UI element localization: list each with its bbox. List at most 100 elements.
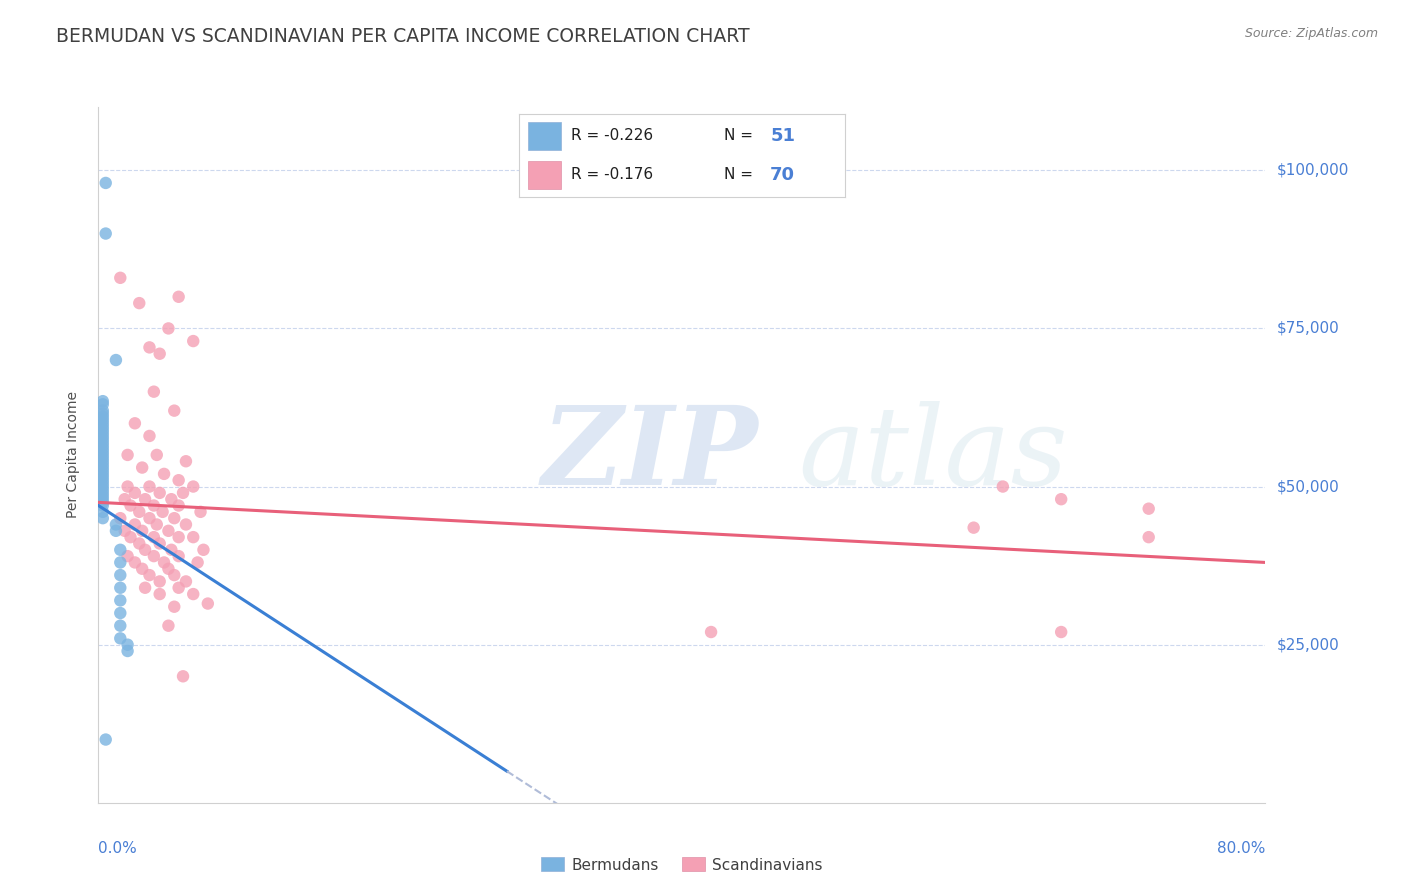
Point: [197, 597, 219, 611]
Point: [120, 499, 142, 513]
Point: [91, 432, 114, 446]
Point: [91, 444, 114, 458]
Point: [131, 562, 153, 576]
Point: [91, 451, 114, 466]
Y-axis label: Per Capita Income: Per Capita Income: [66, 392, 80, 518]
Point: [124, 486, 146, 500]
Point: [962, 521, 984, 535]
Point: [114, 524, 136, 538]
Point: [174, 517, 197, 532]
Point: [149, 486, 172, 500]
Point: [138, 479, 160, 493]
Text: $25,000: $25,000: [1277, 637, 1340, 652]
Point: [160, 542, 183, 557]
Point: [94, 732, 117, 747]
Point: [172, 669, 194, 683]
Point: [142, 530, 165, 544]
Point: [110, 618, 132, 632]
Point: [167, 290, 190, 304]
Point: [134, 542, 156, 557]
Point: [157, 562, 180, 576]
Point: [131, 460, 153, 475]
Point: [91, 448, 114, 462]
Point: [128, 536, 150, 550]
Point: [1050, 625, 1073, 640]
Text: 0.0%: 0.0%: [98, 841, 138, 856]
Point: [124, 556, 146, 570]
Point: [91, 458, 114, 472]
Point: [134, 581, 156, 595]
Point: [142, 384, 165, 399]
Point: [91, 473, 114, 487]
Point: [91, 492, 114, 507]
Point: [167, 530, 190, 544]
Point: [91, 417, 114, 431]
Point: [120, 530, 142, 544]
Point: [104, 524, 127, 538]
Point: [110, 606, 132, 620]
Point: [152, 505, 174, 519]
Point: [174, 454, 197, 468]
Point: [91, 486, 114, 500]
Text: $100,000: $100,000: [1277, 163, 1348, 178]
Point: [124, 417, 146, 431]
Point: [91, 429, 114, 443]
Point: [157, 618, 180, 632]
Point: [138, 429, 160, 443]
Point: [91, 438, 114, 452]
Point: [110, 632, 132, 646]
Point: [187, 556, 209, 570]
Point: [91, 409, 114, 424]
Point: [91, 454, 114, 468]
Text: BERMUDAN VS SCANDINAVIAN PER CAPITA INCOME CORRELATION CHART: BERMUDAN VS SCANDINAVIAN PER CAPITA INCO…: [56, 27, 749, 45]
Point: [163, 511, 186, 525]
Point: [167, 549, 190, 563]
Text: $75,000: $75,000: [1277, 321, 1340, 336]
Point: [167, 499, 190, 513]
Point: [167, 473, 190, 487]
Point: [181, 334, 204, 348]
Point: [149, 347, 172, 361]
Point: [117, 638, 139, 652]
Point: [110, 511, 132, 525]
Point: [1137, 501, 1160, 516]
Point: [193, 542, 215, 557]
Point: [160, 492, 183, 507]
Point: [91, 476, 114, 491]
Text: ZIP: ZIP: [541, 401, 758, 508]
Point: [110, 270, 132, 285]
Point: [157, 524, 180, 538]
Point: [91, 511, 114, 525]
Point: [91, 397, 114, 411]
Point: [117, 448, 139, 462]
Point: [700, 625, 723, 640]
Point: [149, 536, 172, 550]
Point: [91, 495, 114, 509]
Point: [149, 574, 172, 589]
Point: [94, 176, 117, 190]
Point: [174, 574, 197, 589]
Legend: Bermudans, Scandinavians: Bermudans, Scandinavians: [534, 851, 830, 879]
Point: [1137, 530, 1160, 544]
Point: [91, 470, 114, 484]
Point: [114, 492, 136, 507]
Point: [142, 499, 165, 513]
Point: [91, 407, 114, 421]
Point: [91, 479, 114, 493]
Point: [91, 403, 114, 417]
Point: [138, 568, 160, 582]
Point: [104, 517, 127, 532]
Point: [91, 460, 114, 475]
Point: [91, 483, 114, 497]
Point: [167, 581, 190, 595]
Point: [91, 394, 114, 409]
Point: [153, 467, 176, 481]
Point: [134, 492, 156, 507]
Point: [91, 419, 114, 434]
Point: [128, 296, 150, 310]
Text: Source: ZipAtlas.com: Source: ZipAtlas.com: [1244, 27, 1378, 40]
Point: [91, 442, 114, 456]
Point: [91, 423, 114, 437]
Point: [131, 524, 153, 538]
Point: [91, 435, 114, 450]
